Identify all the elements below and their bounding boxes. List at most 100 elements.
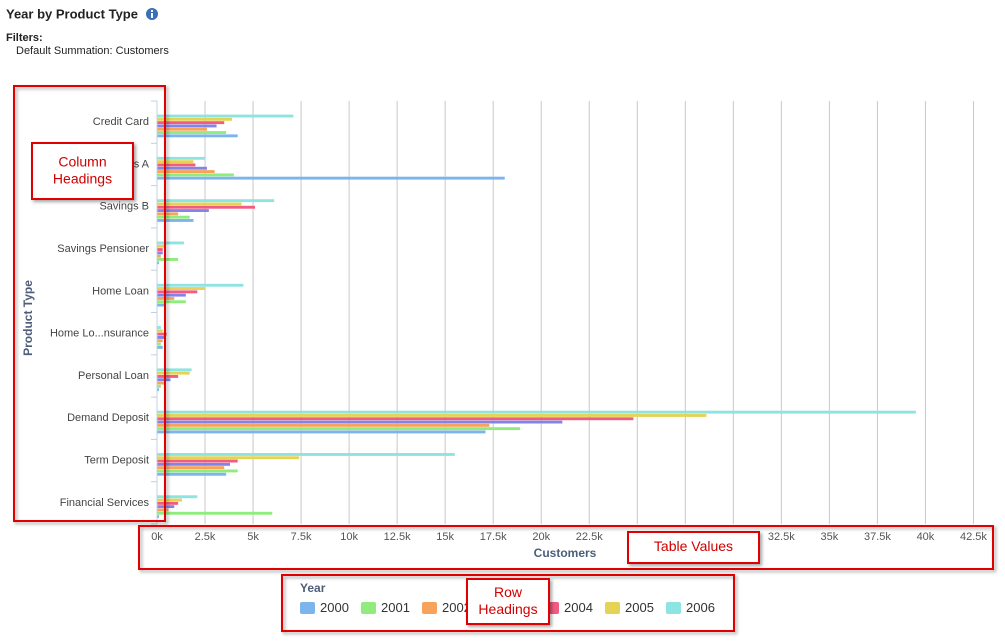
bar xyxy=(157,199,275,203)
legend-swatch xyxy=(422,602,437,614)
x-tick-label: 5k xyxy=(247,531,259,543)
info-icon[interactable] xyxy=(146,8,158,20)
bar xyxy=(157,498,182,502)
bar xyxy=(157,459,238,463)
x-tick-label: 7.5k xyxy=(291,531,312,543)
bar xyxy=(157,332,167,336)
annotations: Column Headings Table Values Row Headings xyxy=(13,85,994,632)
legend-label[interactable]: 2006 xyxy=(686,600,715,615)
bar xyxy=(157,414,707,417)
legend-label[interactable]: 2004 xyxy=(564,600,593,615)
legend-title: Year xyxy=(300,581,326,595)
bar xyxy=(157,293,186,297)
bar xyxy=(157,212,179,216)
bar xyxy=(157,176,505,180)
bar xyxy=(157,114,294,118)
legend-label[interactable]: 2002 xyxy=(442,600,471,615)
bar xyxy=(157,339,163,343)
x-tick-label: 20k xyxy=(532,531,550,543)
bar xyxy=(157,462,231,466)
bar xyxy=(157,163,196,167)
bar xyxy=(157,336,165,339)
y-tick-label: Demand Deposit xyxy=(67,412,149,424)
legend-swatch xyxy=(605,602,620,614)
legend-swatch xyxy=(300,602,315,614)
annotation-frame xyxy=(281,574,735,632)
bar xyxy=(157,384,161,388)
bar xyxy=(157,283,244,287)
filter-text: Default Summation: Customers xyxy=(16,45,169,57)
legend-swatch xyxy=(666,602,681,614)
bar xyxy=(157,381,165,385)
bar xyxy=(157,501,179,505)
annotation-label: Row Headings xyxy=(478,584,537,617)
bar xyxy=(157,342,161,346)
legend-label[interactable]: 2000 xyxy=(320,600,349,615)
bar xyxy=(157,134,238,138)
legend: 2000200120022003200420052006 xyxy=(300,600,715,615)
bar xyxy=(157,131,227,134)
x-tick-label: 12.5k xyxy=(384,531,411,543)
bar xyxy=(157,420,563,424)
y-tick-label: Savings B xyxy=(99,201,149,213)
annotation-label: Column Headings xyxy=(53,153,112,186)
bar xyxy=(157,410,916,414)
x-tick-label: 35k xyxy=(821,531,839,543)
annotation-frame xyxy=(138,525,994,570)
bar xyxy=(157,170,215,173)
bar xyxy=(157,388,159,392)
bar xyxy=(157,121,225,125)
y-tick-label: Credit Card xyxy=(93,116,149,128)
y-tick-label: Savings Pensioner xyxy=(57,243,149,255)
x-tick-label: 2.5k xyxy=(195,531,216,543)
bar xyxy=(157,495,198,499)
legend-swatch xyxy=(361,602,376,614)
bar xyxy=(157,368,192,372)
bar xyxy=(157,427,521,431)
annotation-box xyxy=(466,578,550,625)
bar xyxy=(157,124,217,128)
bar xyxy=(157,166,207,170)
x-tick-label: 32.5k xyxy=(768,531,795,543)
y-tick-label: Home Loan xyxy=(92,285,149,297)
x-axis-title: Customers xyxy=(534,546,597,560)
bar xyxy=(157,508,169,512)
annotation-box xyxy=(31,142,134,200)
annotation-label: Table Values xyxy=(654,538,733,554)
bar xyxy=(157,258,179,261)
bar xyxy=(157,300,186,304)
x-tick-label: 37.5k xyxy=(864,531,891,543)
bar xyxy=(157,303,165,307)
legend-label[interactable]: 2005 xyxy=(625,600,654,615)
y-tick-label: Personal Loan xyxy=(78,370,149,382)
bar xyxy=(157,453,455,456)
x-tick-label: 10k xyxy=(340,531,358,543)
bar xyxy=(157,456,300,460)
bar xyxy=(157,244,165,248)
grid: 0k2.5k5k7.5k10k12.5k15k17.5k20k22.5k25k2… xyxy=(151,100,987,543)
legend-label[interactable]: 2001 xyxy=(381,600,410,615)
filters-label: Filters: xyxy=(6,32,43,44)
bar xyxy=(157,290,198,294)
bar xyxy=(157,160,194,164)
bar xyxy=(157,511,273,515)
bar xyxy=(157,241,184,245)
y-tick-label: Term Deposit xyxy=(84,454,149,466)
bar xyxy=(157,371,190,375)
bar xyxy=(157,423,490,427)
bar xyxy=(157,117,232,121)
bar xyxy=(157,173,234,177)
y-tick-label: Home Lo...nsurance xyxy=(50,328,149,340)
x-tick-label: 0k xyxy=(151,531,163,543)
bar xyxy=(157,287,206,290)
chart-title: Year by Product Type xyxy=(6,6,138,21)
bar xyxy=(157,202,242,206)
x-tick-label: 42.5k xyxy=(960,531,987,543)
bar xyxy=(157,417,634,421)
y-tick-label: Financial Services xyxy=(60,497,150,509)
x-tick-label: 40k xyxy=(917,531,935,543)
bar xyxy=(157,472,227,476)
bar xyxy=(157,326,161,329)
